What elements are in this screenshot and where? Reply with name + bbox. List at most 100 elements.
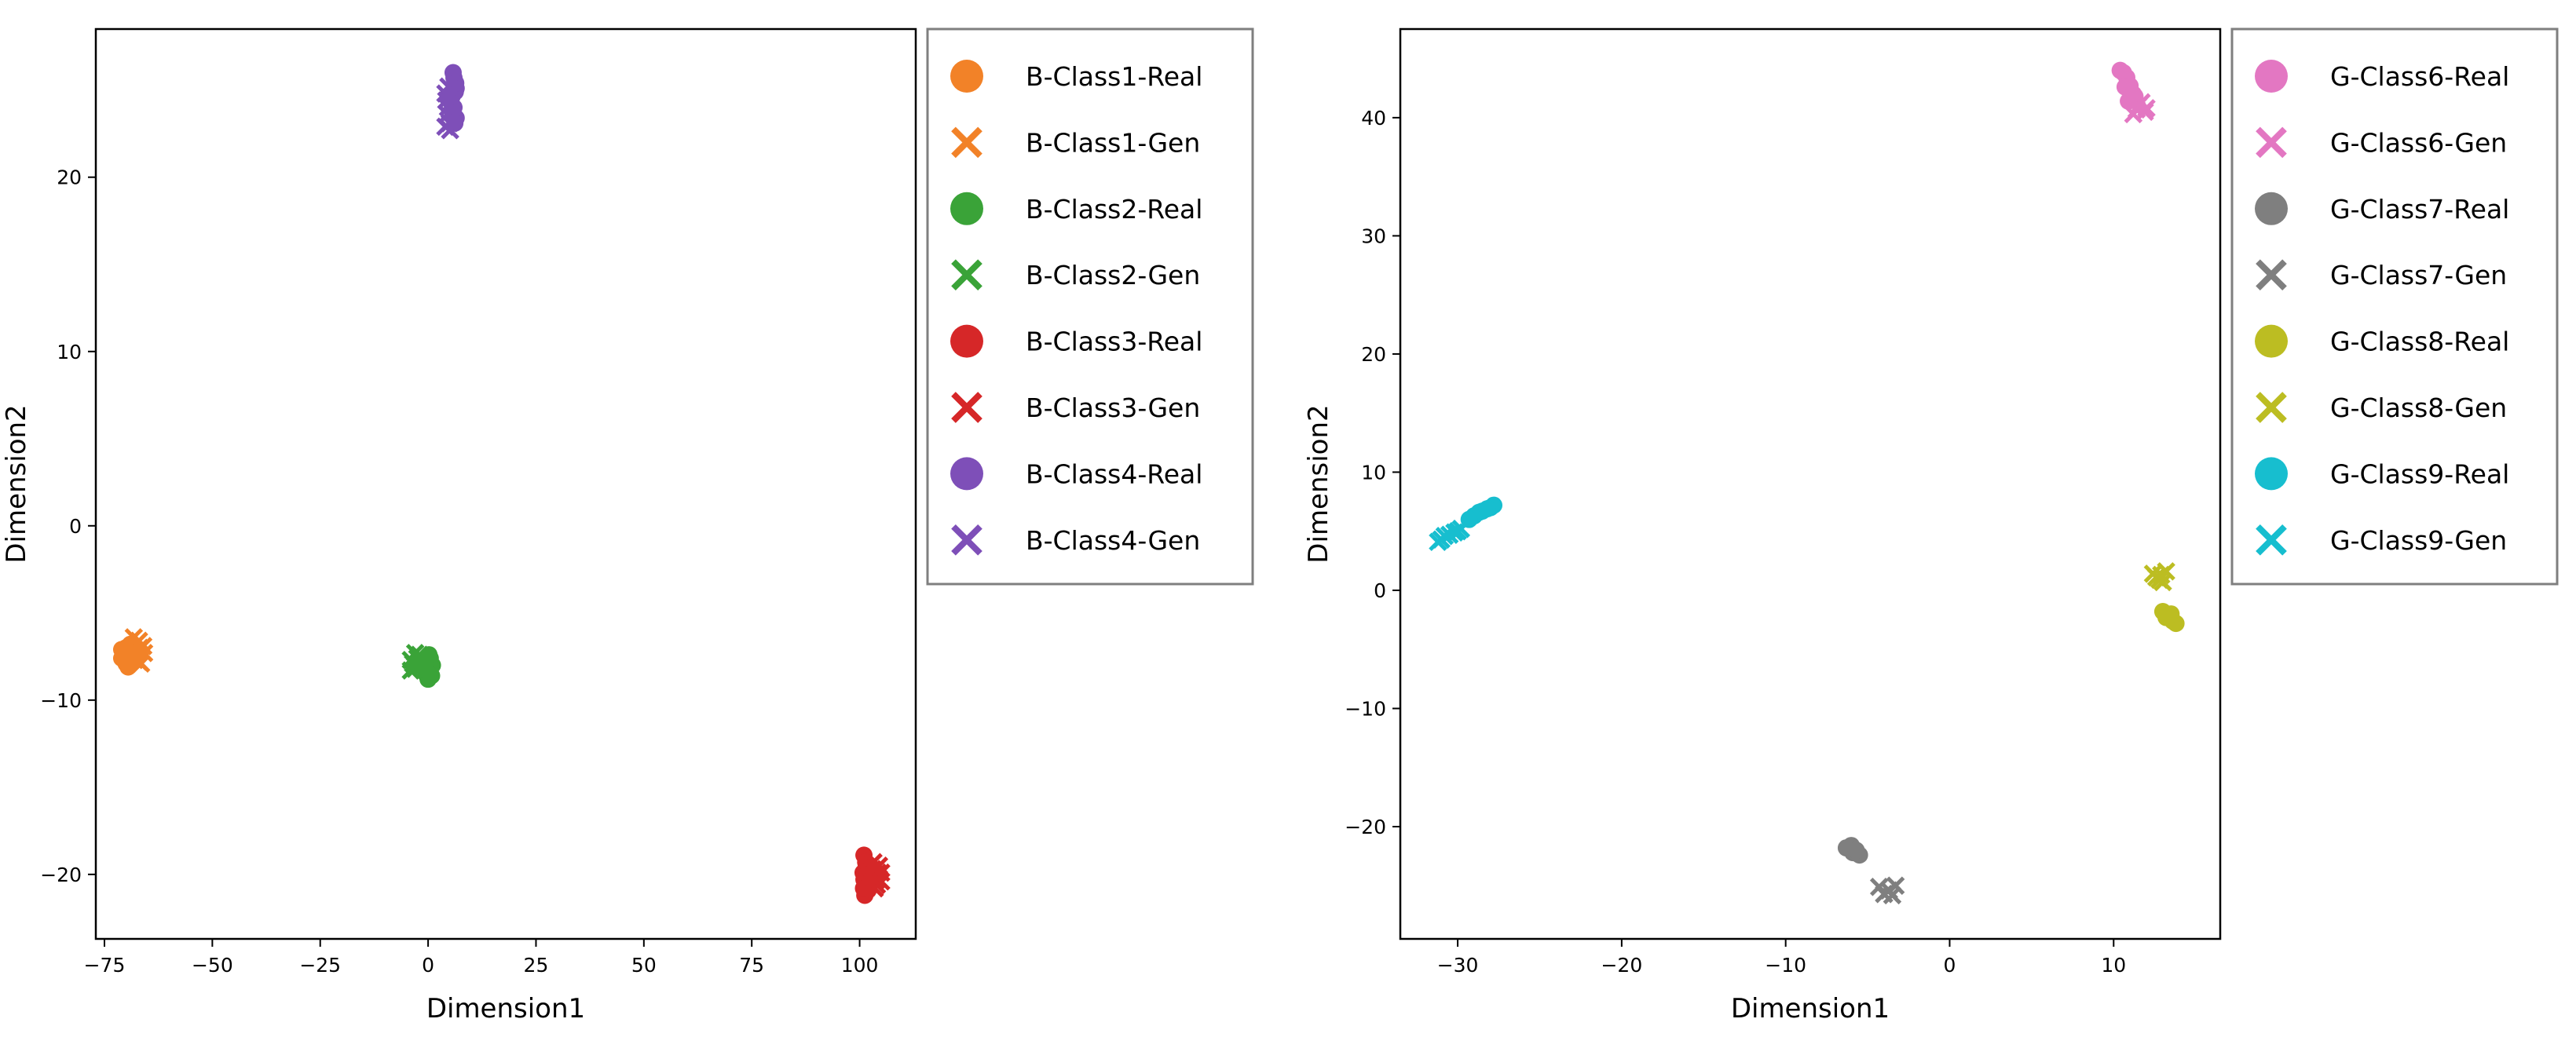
legend-marker-x (951, 126, 982, 159)
data-point (1451, 519, 1471, 539)
legend-marker-circle (2255, 60, 2288, 93)
legend-marker-circle (2255, 457, 2288, 491)
left-y-tick-label: 0 (69, 515, 82, 538)
data-point (2127, 100, 2146, 119)
legend-marker-x (2256, 524, 2287, 556)
legend-label: B-Class2-Real (1026, 194, 1202, 225)
right-y-tick-label: 10 (1361, 461, 1386, 484)
data-point (1429, 532, 1447, 552)
right-series-g-class8-real (2153, 603, 2185, 633)
legend-marker-x (2256, 259, 2287, 291)
data-point (2114, 64, 2132, 82)
legend-marker-circle (2255, 192, 2288, 225)
legend-label: G-Class8-Real (2330, 327, 2509, 357)
data-point (1847, 842, 1865, 860)
left-x-tick-label: 50 (631, 954, 657, 977)
legend-marker-x (2256, 392, 2287, 423)
right-x-axis-title: Dimension1 (1731, 993, 1890, 1024)
left-scatter-panel: −75 −50 −25 0 25 50 75 100 −20 −10 0 10 20 Dimension1… (1, 27, 1254, 1024)
right-y-tick-label: 0 (1374, 579, 1386, 602)
left-x-tick-label: 0 (422, 954, 434, 977)
right-legend: G-Class6-Real G-Class6-Gen G-Class7-Real G-… (2230, 27, 2559, 586)
legend-marker-circle (950, 192, 983, 225)
legend-label: B-Class2-Gen (1026, 260, 1200, 290)
legend-marker-circle (950, 324, 983, 358)
legend-label: G-Class7-Real (2330, 194, 2509, 225)
left-y-axis-title: Dimension2 (1, 404, 32, 563)
right-series-g-class7-gen (1869, 876, 1905, 905)
right-y-tick-label: 30 (1361, 225, 1386, 247)
left-y-tick-label: 10 (57, 341, 82, 363)
legend-marker-circle (2255, 324, 2288, 358)
right-x-tick-label: −10 (1765, 954, 1806, 977)
legend-label: B-Class4-Gen (1026, 525, 1200, 556)
right-series-g-class6-gen (2124, 93, 2156, 124)
data-point (2116, 78, 2134, 96)
right-y-tick-label: 20 (1361, 343, 1386, 366)
data-point (2152, 565, 2171, 585)
left-legend-frame (926, 27, 1254, 586)
left-x-tick-label: 100 (841, 954, 879, 977)
right-series-g-class8-gen (2143, 562, 2175, 592)
left-x-tick-label: 25 (524, 954, 549, 977)
right-y-tick-label: 40 (1361, 107, 1386, 130)
left-x-tick-label: −50 (192, 954, 233, 977)
right-x-tick-label: −30 (1437, 954, 1479, 977)
right-series-g-class9-gen (1429, 519, 1471, 552)
legend-label: G-Class6-Gen (2330, 127, 2507, 158)
left-series-b-class3-gen (862, 853, 891, 898)
legend-marker-x (2256, 126, 2287, 159)
left-series-b-class2-gen (401, 644, 431, 680)
legend-marker-circle (950, 457, 983, 491)
data-point (1478, 500, 1496, 518)
left-legend: B-Class1-Real B-Class1-Gen B-Class2-Real B-… (926, 27, 1254, 586)
right-plot-frame (1399, 27, 2222, 940)
legend-label: B-Class3-Gen (1026, 393, 1200, 423)
legend-marker-x (951, 392, 982, 423)
legend-label: G-Class6-Real (2330, 61, 2509, 92)
data-point (439, 77, 458, 97)
right-series-g-class9-real (1460, 496, 1503, 528)
right-y-tick-label: −20 (1345, 816, 1386, 838)
legend-marker-x (951, 259, 982, 291)
legend-label: G-Class7-Gen (2330, 260, 2507, 290)
legend-label: G-Class9-Real (2330, 458, 2509, 489)
right-x-tick-label: 10 (2101, 954, 2126, 977)
left-y-tick-label: −10 (40, 689, 82, 712)
data-point (864, 853, 883, 872)
data-point (125, 650, 145, 670)
legend-label: B-Class1-Real (1026, 61, 1202, 92)
left-y-tick-label: 20 (57, 166, 82, 189)
right-x-tick-label: 0 (1944, 954, 1956, 977)
data-point (130, 638, 149, 657)
right-y-tick-label: −10 (1345, 697, 1386, 720)
data-point (1883, 886, 1902, 905)
data-point (411, 650, 430, 670)
legend-marker-circle (950, 60, 983, 93)
legend-marker-x (951, 524, 982, 556)
data-point (124, 628, 144, 647)
legend-label: B-Class1-Gen (1026, 127, 1200, 158)
data-point (2162, 605, 2180, 623)
left-x-tick-label: −75 (84, 954, 126, 977)
left-y-tick-label: −20 (40, 864, 82, 886)
left-series-b-class1-gen (124, 628, 154, 673)
left-x-axis-title: Dimension1 (426, 993, 585, 1024)
right-series-g-class7-real (1837, 837, 1868, 864)
data-point (410, 655, 429, 675)
right-legend-frame (2230, 27, 2559, 586)
left-series-b-class4-gen (436, 77, 460, 140)
data-point (441, 121, 459, 140)
legend-label: B-Class3-Real (1026, 327, 1202, 357)
legend-label: B-Class4-Real (1026, 458, 1202, 489)
legend-label: G-Class8-Gen (2330, 393, 2507, 423)
data-point (438, 98, 458, 117)
left-x-tick-label: 75 (739, 954, 764, 977)
right-x-tick-label: −20 (1601, 954, 1642, 977)
right-scatter-panel: −30 −20 −10 0 10 −20 −10 0 10 20 30 40 Dimension1 Dim… (1303, 27, 2559, 1024)
left-plot-frame (94, 27, 917, 940)
right-y-axis-title: Dimension2 (1303, 404, 1334, 563)
legend-label: G-Class9-Gen (2330, 525, 2507, 556)
data-point (868, 863, 887, 882)
